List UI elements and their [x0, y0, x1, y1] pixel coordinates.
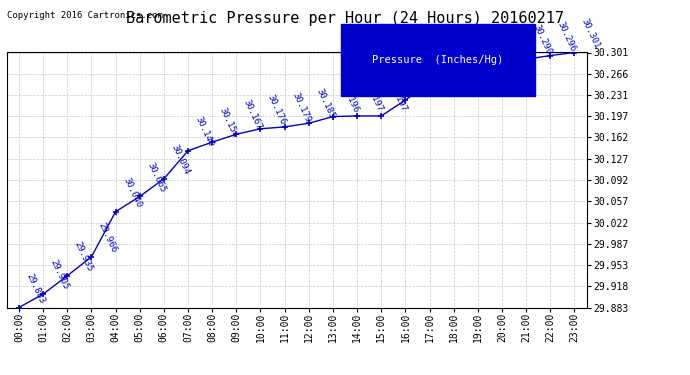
- Text: 30.040: 30.040: [121, 176, 143, 209]
- Text: 30.154: 30.154: [218, 106, 239, 140]
- Text: 30.179: 30.179: [290, 91, 312, 124]
- Text: 30.176: 30.176: [266, 93, 288, 126]
- Text: 30.094: 30.094: [170, 143, 191, 176]
- Text: 30.197: 30.197: [363, 80, 384, 113]
- Text: 29.966: 29.966: [97, 221, 119, 254]
- Text: Pressure  (Inches/Hg): Pressure (Inches/Hg): [372, 55, 503, 65]
- Text: Barometric Pressure per Hour (24 Hours) 20160217: Barometric Pressure per Hour (24 Hours) …: [126, 11, 564, 26]
- Text: 29.935: 29.935: [73, 240, 95, 273]
- Text: 30.301: 30.301: [580, 17, 602, 50]
- Text: 30.185: 30.185: [315, 87, 336, 120]
- Text: 30.296: 30.296: [556, 20, 578, 53]
- Text: 30.167: 30.167: [242, 98, 264, 132]
- Text: 29.883: 29.883: [25, 272, 46, 305]
- Text: 30.290: 30.290: [532, 23, 553, 56]
- Text: 30.223: 30.223: [411, 64, 433, 97]
- Text: 30.196: 30.196: [339, 81, 360, 114]
- Text: 30.065: 30.065: [146, 160, 167, 194]
- Text: 30.270: 30.270: [508, 36, 529, 69]
- Text: 30.140: 30.140: [194, 115, 215, 148]
- Text: 30.251: 30.251: [435, 47, 457, 80]
- Text: 30.270: 30.270: [460, 36, 481, 69]
- Text: 29.905: 29.905: [49, 258, 70, 291]
- Text: 30.197: 30.197: [387, 80, 408, 113]
- Text: 30.266: 30.266: [484, 38, 505, 71]
- Text: Copyright 2016 Cartronics.com: Copyright 2016 Cartronics.com: [7, 11, 163, 20]
